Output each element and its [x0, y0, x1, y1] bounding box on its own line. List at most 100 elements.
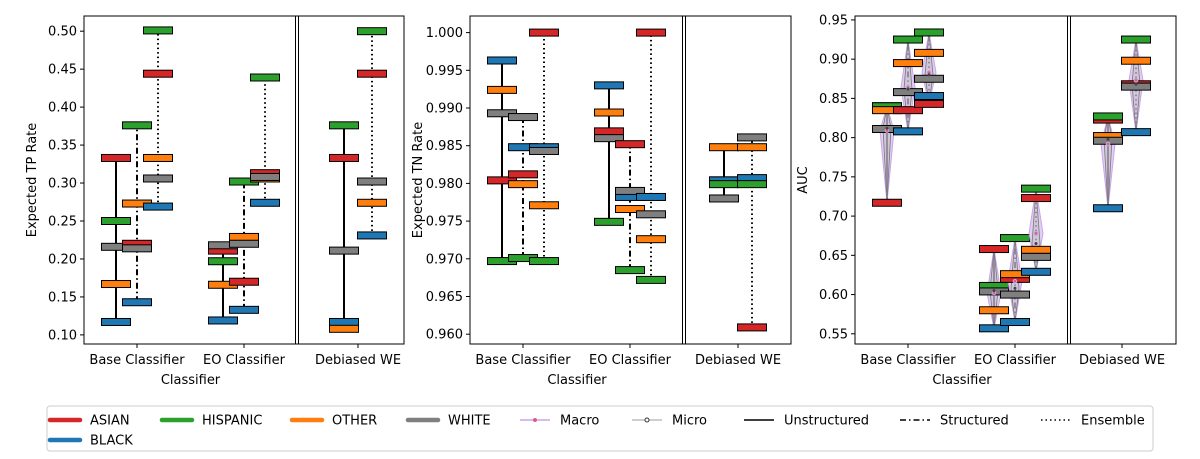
bar-hispanic: [250, 73, 280, 82]
bar-hispanic: [1021, 184, 1051, 193]
group-base-classifier-unstructured: [872, 102, 902, 207]
bar-hispanic: [1121, 35, 1151, 44]
group-debiased-we-unstructured: [1093, 112, 1123, 213]
y-axis-label: Expected TP Rate: [25, 123, 40, 238]
bar-white: [357, 177, 387, 186]
bar-asian: [143, 69, 173, 78]
bar-white: [737, 133, 767, 142]
bar-hispanic: [594, 217, 624, 226]
legend-entry-other: OTHER: [289, 414, 377, 429]
bar-black: [250, 198, 280, 207]
x-tick-label: EO Classifier: [203, 353, 286, 368]
y-tick-label: 0.40: [48, 101, 77, 116]
group-eo-classifier-ensemble: [250, 73, 280, 207]
group-base-classifier-unstructured: [101, 153, 131, 326]
bar-hispanic: [1000, 234, 1030, 243]
group-eo-classifier-ensemble: [1021, 184, 1051, 276]
bar-other: [229, 232, 259, 241]
micro-point: [885, 126, 889, 130]
bar-black: [979, 324, 1009, 333]
group-base-classifier-structured: [508, 113, 538, 263]
group-debiased-we-ensemble: [737, 133, 767, 332]
bar-asian: [737, 323, 767, 332]
legend-label: OTHER: [332, 414, 377, 429]
bar-asian: [508, 170, 538, 179]
bar-hispanic: [329, 121, 359, 130]
bar-asian: [357, 69, 387, 78]
legend-entry-macro: Macro: [520, 414, 599, 429]
x-tick-label: Debiased WE: [1079, 353, 1165, 368]
bar-white: [615, 186, 645, 195]
legend-label: Micro: [672, 414, 707, 429]
y-tick-label: 0.45: [48, 63, 77, 78]
bar-white: [594, 134, 624, 143]
legend-label: HISPANIC: [202, 414, 262, 429]
group-base-classifier-structured: [122, 121, 152, 307]
micro-point: [1134, 82, 1138, 86]
bar-asian: [529, 28, 559, 37]
legend-entry-asian: ASIAN: [47, 414, 130, 429]
bar-other: [487, 85, 517, 94]
bar-other: [1021, 245, 1051, 254]
bar-black: [914, 92, 944, 101]
micro-point: [1013, 286, 1017, 290]
y-tick-label: 0.15: [48, 290, 77, 305]
legend-entry-unstructured: Unstructured: [744, 414, 869, 429]
plot-area: [101, 26, 387, 333]
bar-other: [101, 280, 131, 289]
y-tick-label: 0.990: [426, 101, 463, 116]
bar-other: [529, 201, 559, 210]
y-tick-label: 0.960: [426, 328, 463, 343]
bar-other: [357, 198, 387, 207]
bar-asian: [914, 99, 944, 108]
bar-black: [1093, 204, 1123, 213]
legend-label: Ensemble: [1081, 414, 1145, 429]
legend-marker: [644, 417, 650, 423]
y-tick-label: 0.995: [426, 64, 463, 79]
bar-black: [101, 317, 131, 326]
bar-asian: [615, 140, 645, 149]
bar-black: [122, 298, 152, 307]
bar-asian: [979, 245, 1009, 254]
bar-other: [508, 180, 538, 189]
group-eo-classifier-unstructured: [979, 245, 1009, 333]
bar-black: [229, 305, 259, 314]
y-tick-label: 0.30: [48, 177, 77, 192]
bar-white: [709, 194, 739, 203]
y-tick-label: 0.95: [819, 13, 848, 28]
bar-hispanic: [101, 217, 131, 225]
bar-other: [737, 143, 767, 152]
axes-frame: [854, 15, 1177, 345]
panel-expected-tn-rate: 0.960 0.965 0.970 0.975 0.980 0.985 0.990 0.995…: [411, 15, 792, 388]
bar-hispanic: [1093, 112, 1123, 121]
bar-asian: [329, 153, 359, 162]
legend-label: Unstructured: [784, 414, 869, 429]
bar-other: [893, 59, 923, 68]
chart-panels: 0.10 0.15 0.20 0.25 0.30 0.35 0.40 0.45 0.50 Expe…: [25, 13, 1177, 388]
y-axis-label: Expected TN Rate: [411, 122, 426, 238]
axes-frame: [469, 15, 792, 345]
y-tick-label: 0.70: [819, 210, 848, 225]
plot-area: [872, 28, 1151, 333]
group-base-classifier-ensemble: [529, 28, 559, 266]
group-debiased-we-ensemble: [1121, 35, 1151, 137]
bar-white: [122, 244, 152, 253]
bar-black: [329, 317, 359, 326]
y-tick-label: 0.80: [819, 131, 848, 146]
panel-auc: 0.55 0.60 0.65 0.70 0.75 0.80 0.85 0.90 0.95 AUC B…: [796, 13, 1177, 388]
bar-hispanic: [357, 27, 387, 36]
bar-black: [1021, 267, 1051, 276]
x-tick-label: Debiased WE: [695, 353, 781, 368]
micro-point: [906, 87, 910, 91]
group-debiased-we-ensemble: [357, 27, 387, 240]
axes-frame: [83, 15, 405, 345]
group-eo-classifier-structured: [1000, 234, 1030, 327]
legend-entry-structured: Structured: [900, 414, 1009, 429]
group-eo-classifier-unstructured: [594, 81, 624, 226]
group-base-classifier-ensemble: [143, 26, 173, 211]
macro-point: [1012, 278, 1018, 284]
bar-hispanic: [208, 257, 238, 266]
legend-marker: [533, 418, 537, 422]
legend-entry-black: BLACK: [47, 434, 133, 449]
